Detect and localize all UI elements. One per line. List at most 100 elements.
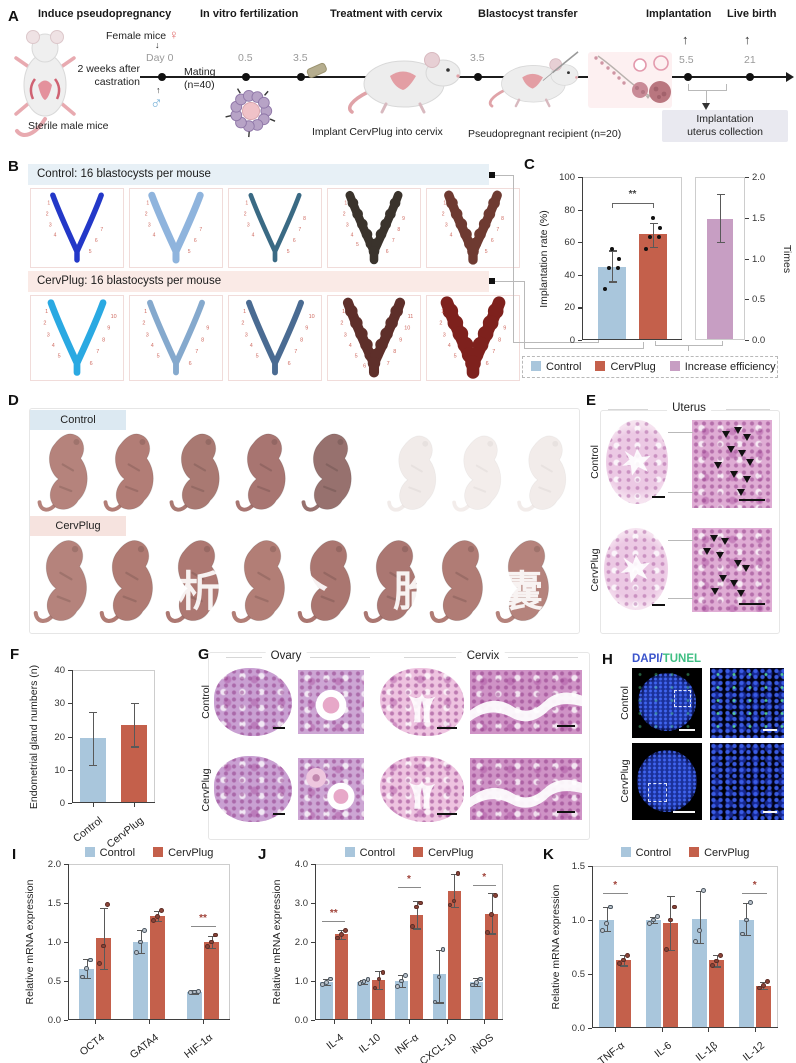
svg-text:8: 8 — [397, 227, 400, 233]
error-bar — [653, 222, 655, 248]
svg-text:8: 8 — [300, 337, 303, 343]
significance-line — [602, 893, 628, 894]
significance-line — [190, 926, 216, 928]
error-cap — [713, 966, 722, 968]
follicle-drawing — [315, 689, 347, 721]
svg-text:4: 4 — [250, 343, 253, 349]
significance-line — [742, 893, 768, 894]
pup-image — [231, 536, 295, 628]
data-point — [84, 966, 89, 971]
panel-g-label: G — [198, 646, 210, 663]
data-point — [739, 931, 745, 937]
pup-drawing — [429, 540, 483, 623]
plot-area — [695, 177, 745, 340]
error-cap — [398, 986, 406, 989]
step-title-implantation: Implantation — [646, 8, 712, 20]
arrowhead-icon — [736, 590, 745, 598]
panel-b-label: B — [8, 158, 19, 175]
g-row-cervplug-label: CervPlug — [200, 768, 212, 812]
error-cap — [666, 950, 675, 952]
pup-drawing — [231, 540, 285, 623]
ovary-title: Ovary — [265, 650, 307, 662]
svg-text:7: 7 — [492, 349, 495, 355]
legend-item: Control — [531, 361, 581, 373]
pup-drawing — [517, 435, 567, 512]
uterus-section-control — [606, 420, 668, 504]
tick-mark — [578, 177, 582, 179]
timepoint-21: 21 — [744, 54, 756, 66]
error-cap — [649, 222, 658, 224]
data-point — [213, 932, 218, 938]
tick-mark — [203, 1020, 204, 1024]
tick-mark — [333, 1020, 335, 1024]
pup-image — [495, 536, 559, 628]
pup-drawing — [33, 540, 87, 623]
category-label: TNF-α — [596, 1039, 628, 1063]
tick-label: 0.0 — [571, 1023, 585, 1034]
svg-text:2: 2 — [241, 321, 244, 327]
bar — [447, 891, 461, 1019]
tick-mark — [311, 942, 315, 944]
bar — [645, 920, 661, 1027]
bar — [187, 991, 202, 1019]
svg-text:6: 6 — [189, 361, 192, 367]
data-point — [376, 976, 382, 982]
bar — [79, 968, 94, 1019]
treatment-mouse-illustration — [342, 40, 470, 116]
tick-mark — [68, 703, 72, 705]
svg-text:2: 2 — [442, 212, 445, 218]
pup-image — [429, 536, 493, 628]
lumen-drawing — [622, 448, 651, 476]
timeline-arrowhead — [786, 72, 794, 82]
error-cap — [208, 935, 216, 937]
data-point — [410, 924, 415, 929]
data-point — [646, 920, 652, 926]
svg-text:7: 7 — [496, 227, 499, 233]
error-cap — [130, 746, 139, 748]
chart-legend: Control CervPlug — [315, 847, 503, 859]
blastocyst-inset-illustration — [588, 52, 672, 108]
arrowhead-icon — [738, 449, 747, 457]
significance-line — [612, 203, 653, 205]
arrowhead-icon — [733, 559, 742, 567]
chart-legend: Control CervPlug — [68, 847, 230, 859]
data-point — [489, 912, 495, 918]
collection-box: Implantation uterus collection — [662, 110, 788, 143]
tick-mark — [588, 974, 592, 976]
svg-text:2: 2 — [142, 321, 145, 327]
timeline-dot-55 — [684, 73, 692, 81]
legend-swatch — [531, 361, 541, 371]
chart-legend: Control CervPlug — [592, 847, 778, 859]
svg-text:1: 1 — [146, 201, 149, 207]
tick-label: 0 — [569, 335, 575, 346]
svg-text:4: 4 — [151, 343, 154, 349]
error-cap — [130, 703, 139, 705]
data-point — [485, 929, 491, 935]
legend-item: CervPlug — [595, 361, 656, 373]
cervix-inset-control — [470, 670, 582, 734]
svg-text:7: 7 — [100, 227, 103, 233]
bar — [470, 981, 484, 1019]
data-point — [478, 976, 484, 982]
arrowhead-icon — [741, 564, 750, 572]
step-title-livebirth: Live birth — [727, 8, 777, 20]
uterus-inset-cervplug — [692, 528, 772, 612]
svg-text:2: 2 — [343, 212, 346, 218]
svg-text:8: 8 — [393, 349, 396, 355]
svg-text:4: 4 — [52, 343, 55, 349]
error-cap — [713, 954, 722, 956]
legend-item: Control — [344, 847, 395, 859]
timeline-dot-35b — [474, 73, 482, 81]
bar — [395, 981, 408, 1019]
tunel-label: TUNEL — [662, 653, 702, 665]
pup-image — [363, 536, 427, 628]
data-point — [105, 902, 110, 907]
error-bar — [720, 194, 722, 243]
data-point — [648, 235, 652, 240]
dapi-label: DAPI — [632, 653, 660, 665]
lumen-drawing — [620, 554, 651, 584]
pup-image — [297, 536, 361, 628]
error-cap — [413, 901, 421, 903]
svg-text:9: 9 — [206, 326, 209, 332]
